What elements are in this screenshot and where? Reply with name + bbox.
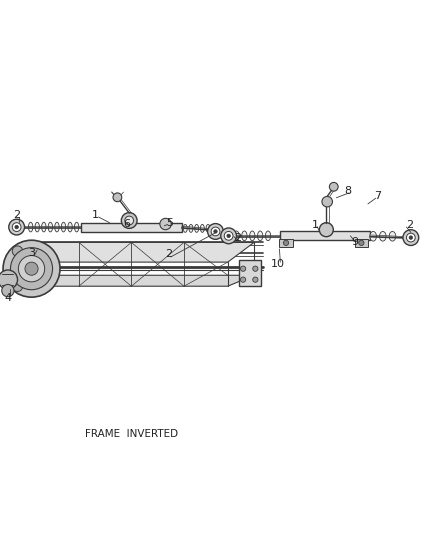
Text: 1: 1: [92, 210, 99, 220]
Ellipse shape: [61, 222, 66, 232]
Circle shape: [121, 213, 137, 229]
Ellipse shape: [234, 231, 239, 241]
Circle shape: [409, 236, 413, 239]
Ellipse shape: [28, 222, 33, 232]
Text: 4: 4: [4, 293, 11, 303]
Text: FRAME  INVERTED: FRAME INVERTED: [85, 429, 179, 439]
Text: 1: 1: [312, 220, 319, 230]
Circle shape: [12, 281, 23, 292]
Text: 10: 10: [271, 260, 285, 269]
Ellipse shape: [389, 231, 396, 241]
Bar: [279, 239, 293, 247]
Ellipse shape: [379, 231, 386, 241]
Ellipse shape: [242, 231, 247, 241]
Circle shape: [283, 240, 289, 246]
Text: 8: 8: [344, 186, 351, 196]
Circle shape: [25, 262, 38, 275]
Ellipse shape: [206, 224, 210, 232]
Polygon shape: [280, 231, 370, 240]
Ellipse shape: [200, 224, 204, 232]
Text: 5: 5: [166, 217, 173, 228]
Circle shape: [240, 266, 246, 271]
Circle shape: [253, 277, 258, 282]
Circle shape: [359, 240, 364, 246]
Circle shape: [160, 219, 171, 230]
Ellipse shape: [250, 231, 255, 241]
Ellipse shape: [35, 222, 39, 232]
Text: 2: 2: [234, 233, 241, 243]
Circle shape: [12, 246, 23, 256]
Ellipse shape: [265, 231, 271, 241]
Circle shape: [15, 225, 18, 229]
Text: 2: 2: [165, 249, 172, 259]
Circle shape: [214, 230, 217, 233]
Text: 6: 6: [124, 219, 131, 229]
Circle shape: [329, 182, 338, 191]
Circle shape: [253, 266, 258, 271]
Bar: [355, 239, 368, 247]
Circle shape: [221, 228, 237, 244]
Ellipse shape: [189, 224, 193, 232]
Circle shape: [3, 240, 60, 297]
Ellipse shape: [183, 224, 187, 232]
Circle shape: [9, 219, 25, 235]
Circle shape: [227, 234, 230, 238]
Polygon shape: [44, 275, 254, 286]
Circle shape: [208, 223, 223, 239]
Ellipse shape: [48, 222, 53, 232]
Circle shape: [211, 227, 220, 236]
Circle shape: [322, 197, 332, 207]
Circle shape: [113, 193, 122, 201]
Text: 2: 2: [406, 220, 413, 230]
Circle shape: [0, 270, 18, 289]
Ellipse shape: [68, 222, 72, 232]
Circle shape: [11, 248, 53, 290]
Ellipse shape: [370, 231, 376, 241]
Circle shape: [224, 231, 233, 240]
Ellipse shape: [74, 222, 79, 232]
Ellipse shape: [42, 222, 46, 232]
Circle shape: [125, 216, 134, 225]
Polygon shape: [81, 223, 182, 232]
Text: 3: 3: [28, 248, 35, 259]
Text: 9: 9: [351, 237, 358, 247]
Ellipse shape: [258, 231, 263, 241]
Circle shape: [12, 223, 21, 231]
Circle shape: [319, 223, 333, 237]
Circle shape: [406, 233, 415, 242]
Bar: [239, 260, 261, 286]
Ellipse shape: [55, 222, 59, 232]
Circle shape: [18, 255, 45, 282]
Circle shape: [240, 277, 246, 282]
Circle shape: [2, 285, 14, 297]
Circle shape: [403, 230, 419, 246]
Text: 7: 7: [374, 191, 381, 201]
Polygon shape: [44, 243, 254, 262]
Ellipse shape: [194, 224, 199, 232]
Text: 2: 2: [13, 210, 20, 220]
